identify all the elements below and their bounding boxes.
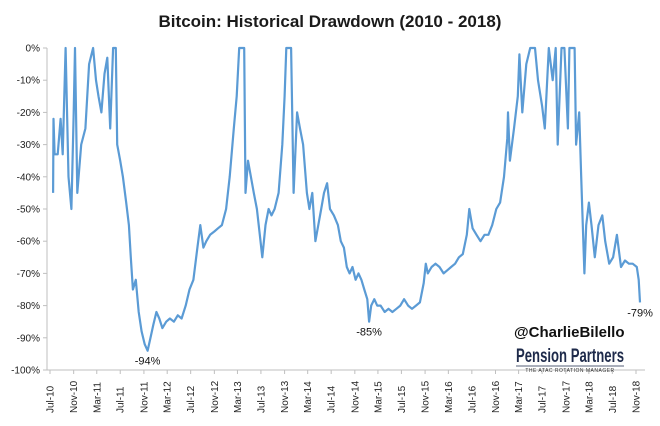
x-tick-label: Jul-13 (256, 385, 267, 413)
x-tick-label: Nov-10 (69, 380, 80, 413)
y-tick-label: 0% (26, 44, 41, 55)
x-tick-label: Jul-17 (538, 385, 549, 413)
y-tick-label: -60% (17, 237, 40, 248)
x-tick-label: Mar-11 (92, 382, 103, 413)
x-tick-label: Nov-11 (139, 381, 150, 413)
x-tick-label: Jul-18 (608, 385, 619, 413)
y-tick-label: -100% (11, 366, 40, 377)
x-tick-label: Jul-16 (467, 385, 478, 413)
x-tick-label: Mar-13 (233, 381, 244, 413)
annotation-label: -79% (627, 307, 653, 319)
annotation-label: -85% (356, 327, 382, 339)
y-tick-label: -50% (17, 205, 40, 216)
x-tick-label: Jul-11 (116, 386, 127, 413)
x-tick-label: Mar-14 (303, 381, 314, 413)
chart-title: Bitcoin: Historical Drawdown (2010 - 201… (159, 12, 502, 31)
x-tick-label: Mar-12 (163, 381, 174, 413)
x-tick-label: Mar-17 (514, 381, 525, 413)
y-tick-label: -70% (17, 269, 40, 280)
annotation-label: -94% (135, 356, 161, 368)
y-tick-label: -90% (17, 333, 40, 344)
y-tick-label: -40% (17, 172, 40, 183)
annotation-layer: -94% -85% -79% (135, 307, 653, 367)
y-tick-label: -80% (17, 301, 40, 312)
x-axis: Jul-10 Nov-10 Mar-11 Jul-11 Nov-11 Mar-12 Jul-… (46, 369, 645, 413)
x-tick-label: Nov-18 (632, 380, 643, 413)
watermark-brand: Pension Partners (516, 346, 624, 367)
y-tick-label: -30% (17, 140, 40, 151)
x-tick-label: Nov-15 (421, 380, 432, 413)
x-tick-label: Nov-13 (280, 380, 291, 413)
watermark-tagline: THE ATAC ROTATION MANAGER (525, 368, 614, 374)
y-axis: 0% -10% -20% -30% -40% -50% -60% -70% -80% -90% -1… (11, 44, 48, 377)
watermark: @CharlieBilello Pension Partners THE ATA… (514, 324, 625, 374)
x-tick-label: Mar-18 (584, 381, 595, 413)
x-tick-label: Jul-10 (46, 385, 57, 413)
x-tick-label: Jul-15 (397, 385, 408, 413)
x-tick-label: Nov-14 (350, 380, 361, 413)
watermark-handle: @CharlieBilello (514, 324, 625, 341)
x-tick-label: Nov-12 (210, 380, 221, 413)
series-layer (52, 46, 642, 352)
x-tick-label: Mar-15 (373, 381, 384, 413)
y-tick-label: -10% (17, 76, 40, 87)
x-tick-label: Jul-14 (327, 385, 338, 413)
x-tick-label: Jul-12 (186, 385, 197, 413)
series-line-0 (52, 46, 642, 352)
x-tick-label: Nov-16 (491, 380, 502, 413)
x-tick-label: Mar-16 (444, 381, 455, 413)
y-tick-label: -20% (17, 108, 40, 119)
x-tick-label: Nov-17 (561, 380, 572, 413)
